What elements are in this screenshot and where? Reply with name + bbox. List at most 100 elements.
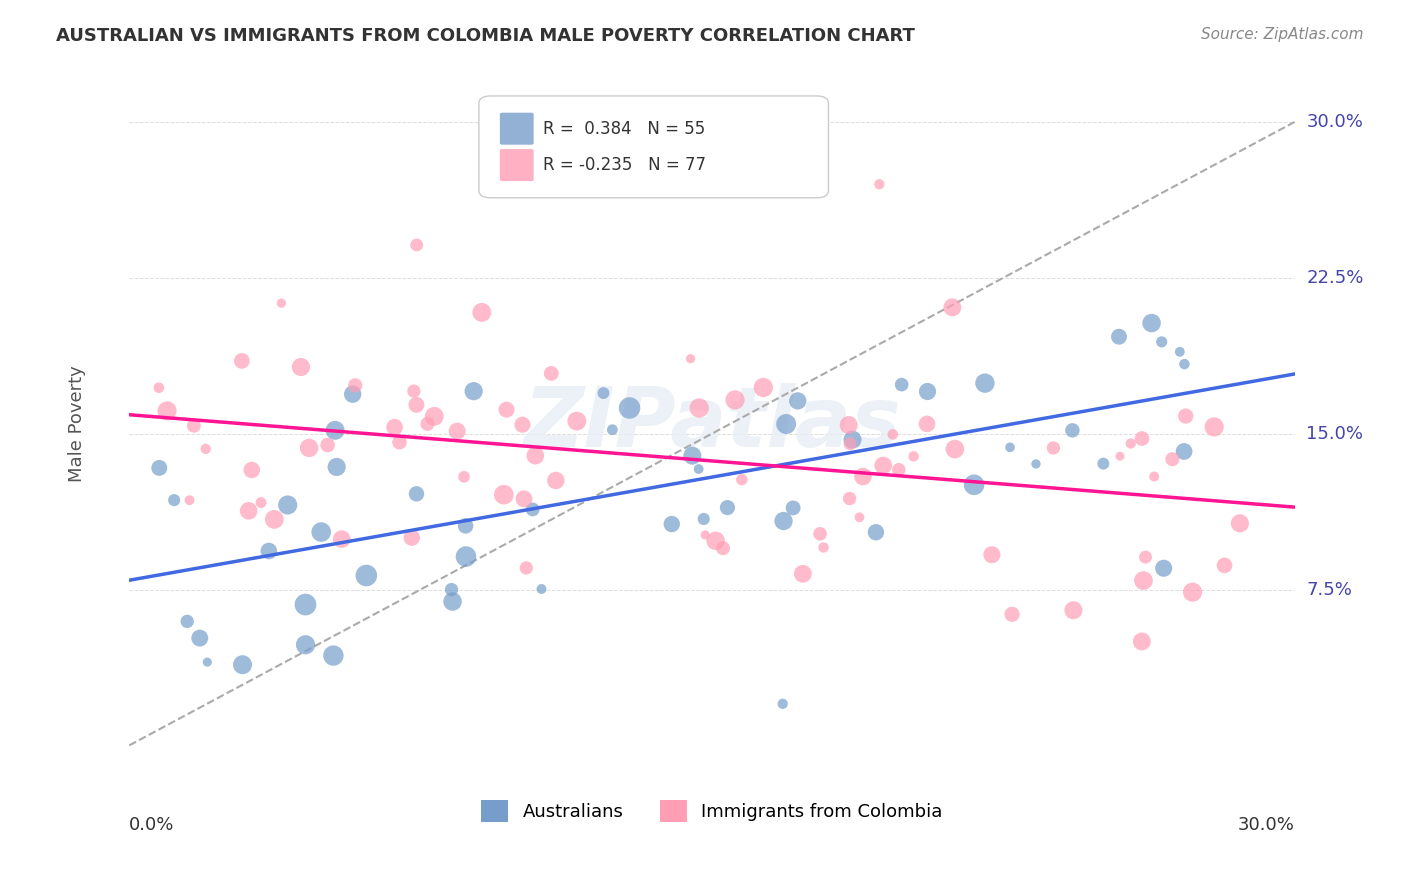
Immigrants from Colombia bbox=[270, 296, 292, 310]
Australians bbox=[1168, 344, 1191, 359]
Australians bbox=[231, 657, 253, 672]
Immigrants from Colombia bbox=[711, 541, 734, 556]
Australians bbox=[294, 598, 316, 612]
Immigrants from Colombia bbox=[330, 532, 353, 546]
Immigrants from Colombia bbox=[1130, 634, 1153, 648]
Australians bbox=[786, 393, 808, 408]
Text: 30.0%: 30.0% bbox=[1237, 816, 1295, 834]
Immigrants from Colombia bbox=[231, 354, 253, 368]
Text: R =  0.384   N = 55: R = 0.384 N = 55 bbox=[543, 120, 706, 137]
Australians bbox=[681, 449, 703, 463]
Australians bbox=[441, 594, 464, 608]
Immigrants from Colombia bbox=[515, 561, 537, 575]
Immigrants from Colombia bbox=[183, 418, 205, 433]
Immigrants from Colombia bbox=[156, 404, 179, 418]
Text: R = -0.235   N = 77: R = -0.235 N = 77 bbox=[543, 156, 706, 174]
Australians bbox=[1092, 457, 1115, 471]
Text: 22.5%: 22.5% bbox=[1306, 268, 1364, 287]
Australians bbox=[356, 568, 378, 582]
Immigrants from Colombia bbox=[471, 305, 494, 319]
Immigrants from Colombia bbox=[941, 301, 963, 315]
Australians bbox=[865, 525, 887, 540]
Australians bbox=[775, 417, 797, 431]
Immigrants from Colombia bbox=[1132, 574, 1154, 588]
Text: 7.5%: 7.5% bbox=[1306, 581, 1353, 599]
Immigrants from Colombia bbox=[1042, 441, 1064, 455]
Australians bbox=[148, 461, 170, 475]
Immigrants from Colombia bbox=[903, 450, 925, 464]
Immigrants from Colombia bbox=[453, 470, 475, 484]
Immigrants from Colombia bbox=[1130, 432, 1153, 446]
Immigrants from Colombia bbox=[388, 435, 411, 450]
Australians bbox=[716, 500, 738, 515]
Immigrants from Colombia bbox=[1229, 516, 1251, 531]
Immigrants from Colombia bbox=[540, 367, 562, 381]
Immigrants from Colombia bbox=[492, 488, 515, 502]
Immigrants from Colombia bbox=[852, 469, 875, 483]
Australians bbox=[309, 524, 332, 539]
Immigrants from Colombia bbox=[1174, 409, 1197, 423]
Text: ZIPatlas: ZIPatlas bbox=[523, 383, 901, 464]
Immigrants from Colombia bbox=[401, 531, 423, 545]
Immigrants from Colombia bbox=[839, 436, 862, 450]
Australians bbox=[772, 514, 794, 528]
Australians bbox=[1108, 329, 1130, 343]
Australians bbox=[963, 477, 986, 491]
Immigrants from Colombia bbox=[179, 493, 201, 508]
Australians bbox=[454, 518, 477, 533]
Immigrants from Colombia bbox=[980, 548, 1002, 562]
Immigrants from Colombia bbox=[446, 424, 468, 438]
Text: 30.0%: 30.0% bbox=[1306, 113, 1364, 131]
Australians bbox=[522, 502, 544, 516]
Immigrants from Colombia bbox=[679, 351, 702, 366]
Australians bbox=[342, 387, 364, 401]
Immigrants from Colombia bbox=[752, 380, 775, 394]
Immigrants from Colombia bbox=[402, 384, 425, 398]
Immigrants from Colombia bbox=[240, 463, 263, 477]
Immigrants from Colombia bbox=[1213, 558, 1236, 573]
Australians bbox=[592, 386, 614, 401]
Immigrants from Colombia bbox=[238, 504, 260, 518]
Australians bbox=[619, 401, 641, 415]
Australians bbox=[440, 582, 463, 597]
Immigrants from Colombia bbox=[872, 458, 894, 473]
Australians bbox=[188, 631, 211, 645]
Australians bbox=[782, 500, 804, 515]
Australians bbox=[1025, 457, 1047, 471]
Immigrants from Colombia bbox=[405, 398, 427, 412]
Immigrants from Colombia bbox=[565, 414, 588, 428]
Immigrants from Colombia bbox=[915, 417, 938, 431]
Text: Male Poverty: Male Poverty bbox=[67, 365, 86, 482]
Australians bbox=[163, 493, 186, 508]
Immigrants from Colombia bbox=[887, 463, 910, 477]
Immigrants from Colombia bbox=[731, 473, 754, 487]
Text: 0.0%: 0.0% bbox=[129, 816, 174, 834]
Immigrants from Colombia bbox=[250, 495, 273, 509]
Australians bbox=[602, 423, 624, 437]
Immigrants from Colombia bbox=[1135, 550, 1157, 565]
Australians bbox=[772, 697, 794, 711]
Text: AUSTRALIAN VS IMMIGRANTS FROM COLOMBIA MALE POVERTY CORRELATION CHART: AUSTRALIAN VS IMMIGRANTS FROM COLOMBIA M… bbox=[56, 27, 915, 45]
Australians bbox=[1173, 357, 1195, 371]
Immigrants from Colombia bbox=[1181, 585, 1204, 599]
Australians bbox=[325, 459, 347, 474]
Immigrants from Colombia bbox=[704, 533, 727, 548]
Immigrants from Colombia bbox=[882, 427, 904, 442]
Australians bbox=[998, 440, 1021, 454]
Australians bbox=[1150, 334, 1173, 349]
Immigrants from Colombia bbox=[316, 438, 339, 452]
Australians bbox=[322, 648, 344, 663]
Immigrants from Colombia bbox=[1143, 469, 1166, 483]
Immigrants from Colombia bbox=[1204, 420, 1226, 434]
Australians bbox=[693, 512, 716, 526]
Australians bbox=[765, 178, 787, 192]
Immigrants from Colombia bbox=[813, 541, 835, 555]
Australians bbox=[195, 655, 218, 669]
Immigrants from Colombia bbox=[1109, 449, 1132, 463]
Australians bbox=[323, 423, 346, 437]
Australians bbox=[974, 376, 997, 391]
Australians bbox=[661, 516, 683, 531]
Australians bbox=[294, 638, 316, 652]
Immigrants from Colombia bbox=[724, 392, 747, 407]
Text: Source: ZipAtlas.com: Source: ZipAtlas.com bbox=[1201, 27, 1364, 42]
